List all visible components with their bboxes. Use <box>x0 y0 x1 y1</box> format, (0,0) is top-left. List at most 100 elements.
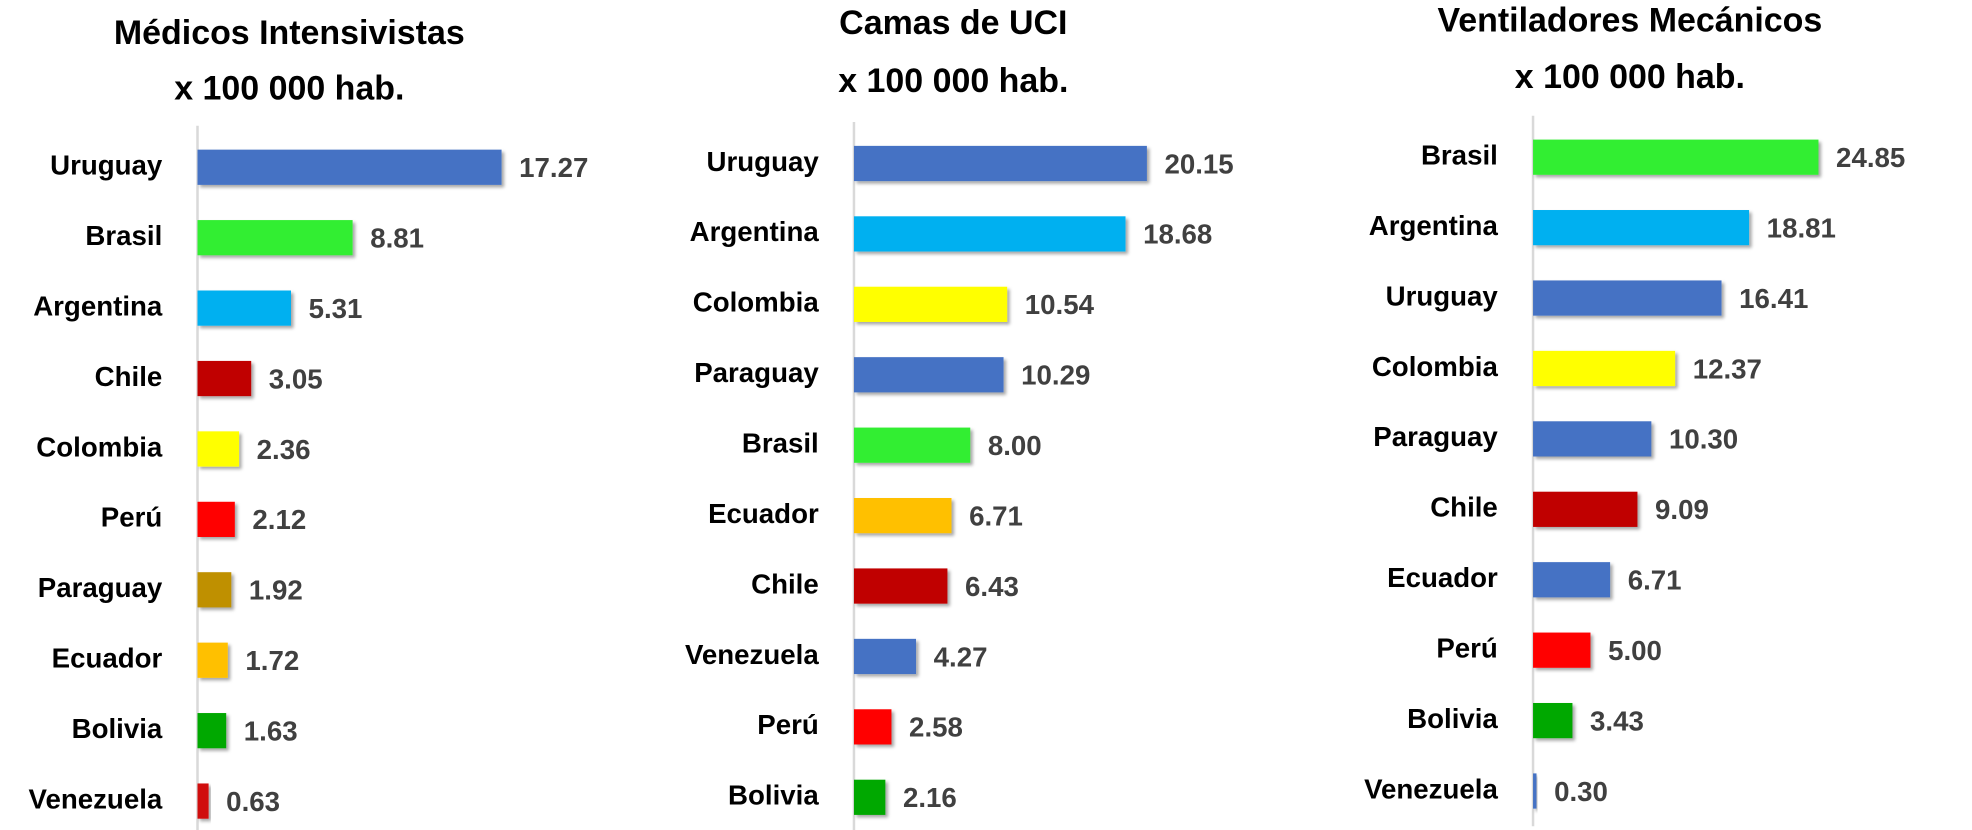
category-label: Argentina <box>690 216 820 247</box>
chart-subtitle: x 100 000 hab. <box>174 70 404 108</box>
bar <box>853 286 1008 322</box>
bar <box>853 779 886 815</box>
category-label: Colombia <box>693 287 820 318</box>
bar <box>853 216 1126 252</box>
value-label: 9.09 <box>1655 494 1709 525</box>
bar <box>853 145 1147 182</box>
chart-title: Camas de UCI <box>839 4 1067 42</box>
bar <box>197 783 209 819</box>
category-label: Ecuador <box>52 643 163 674</box>
bar <box>1533 210 1750 246</box>
bar <box>197 290 291 326</box>
bar <box>853 638 917 675</box>
category-label: Argentina <box>33 290 163 321</box>
category-label: Brasil <box>1421 140 1498 171</box>
bar <box>1533 421 1652 457</box>
chart-subtitle: x 100 000 hab. <box>1515 58 1745 96</box>
chart-subtitle: x 100 000 hab. <box>838 62 1068 100</box>
category-label: Bolivia <box>1407 703 1498 734</box>
category-label: Venezuela <box>685 639 819 670</box>
value-label: 8.00 <box>988 430 1042 461</box>
category-label: Paraguay <box>694 357 819 388</box>
value-label: 17.27 <box>519 152 588 183</box>
bar <box>1533 280 1722 316</box>
bar <box>197 149 502 185</box>
category-label: Paraguay <box>38 572 163 603</box>
value-label: 2.36 <box>257 434 311 465</box>
chart-title: Ventiladores Mecánicos <box>1437 2 1822 40</box>
bar <box>853 498 952 534</box>
value-label: 2.58 <box>909 712 963 743</box>
category-label: Chile <box>751 568 819 599</box>
value-label: 10.54 <box>1025 289 1095 320</box>
bar <box>1533 562 1611 598</box>
bar <box>197 642 228 678</box>
value-label: 18.81 <box>1767 212 1836 243</box>
value-label: 20.15 <box>1164 148 1233 179</box>
bar-chart: Ventiladores Mecánicos x 100 000 hab. Bras… <box>1364 2 1905 827</box>
bar <box>853 427 971 463</box>
value-label: 12.37 <box>1693 353 1762 384</box>
bar <box>197 501 235 537</box>
value-label: 2.12 <box>252 504 306 535</box>
category-label: Perú <box>101 502 162 533</box>
value-label: 18.68 <box>1143 219 1212 250</box>
category-label: Colombia <box>1372 351 1499 382</box>
bar <box>1533 773 1537 809</box>
category-label: Uruguay <box>1386 280 1499 311</box>
value-label: 5.00 <box>1608 635 1662 666</box>
value-label: 6.71 <box>969 500 1023 531</box>
value-label: 1.72 <box>245 645 299 676</box>
category-label: Perú <box>1436 632 1497 663</box>
value-label: 4.27 <box>934 641 988 672</box>
category-label: Venezuela <box>1364 773 1498 804</box>
category-label: Ecuador <box>708 498 819 529</box>
category-label: Bolivia <box>728 780 819 811</box>
category-label: Chile <box>95 361 163 392</box>
value-label: 10.29 <box>1021 360 1090 391</box>
bar <box>853 357 1004 393</box>
bar <box>197 713 227 749</box>
value-label: 3.43 <box>1590 705 1644 736</box>
value-label: 0.63 <box>226 786 280 817</box>
bar <box>1533 702 1573 739</box>
bar <box>853 568 948 604</box>
category-label: Argentina <box>1369 210 1499 241</box>
value-label: 2.16 <box>903 782 957 813</box>
category-label: Bolivia <box>72 713 163 744</box>
bar <box>197 360 252 397</box>
bar <box>853 709 892 745</box>
category-label: Ecuador <box>1387 562 1498 593</box>
value-label: 1.63 <box>244 715 298 746</box>
value-label: 8.81 <box>370 223 424 254</box>
value-label: 5.31 <box>309 293 363 324</box>
bar <box>1533 632 1591 668</box>
category-label: Chile <box>1430 492 1498 523</box>
category-label: Venezuela <box>29 783 163 814</box>
category-label: Uruguay <box>50 150 163 181</box>
bar <box>197 572 232 608</box>
value-label: 6.71 <box>1628 565 1682 596</box>
category-label: Colombia <box>36 431 163 462</box>
chart-title: Médicos Intensivistas <box>114 14 465 52</box>
value-label: 1.92 <box>249 575 303 606</box>
value-label: 6.43 <box>965 571 1019 602</box>
category-label: Perú <box>757 709 818 740</box>
value-label: 3.05 <box>269 363 323 394</box>
bar <box>1533 139 1819 175</box>
category-label: Brasil <box>85 220 162 251</box>
category-label: Uruguay <box>707 146 820 177</box>
bar-chart: Médicos Intensivistas x 100 000 hab. Urugu… <box>29 14 588 830</box>
value-label: 0.30 <box>1554 776 1608 807</box>
category-label: Brasil <box>742 427 819 458</box>
bar-chart: Camas de UCI x 100 000 hab. Uruguay 20.15 Ar… <box>685 4 1234 830</box>
category-label: Paraguay <box>1373 421 1498 452</box>
bar <box>197 220 353 256</box>
value-label: 10.30 <box>1669 424 1738 455</box>
bar <box>197 431 240 467</box>
value-label: 24.85 <box>1836 142 1905 173</box>
bar <box>1533 491 1638 527</box>
value-label: 16.41 <box>1739 283 1808 314</box>
bar <box>1533 350 1676 387</box>
